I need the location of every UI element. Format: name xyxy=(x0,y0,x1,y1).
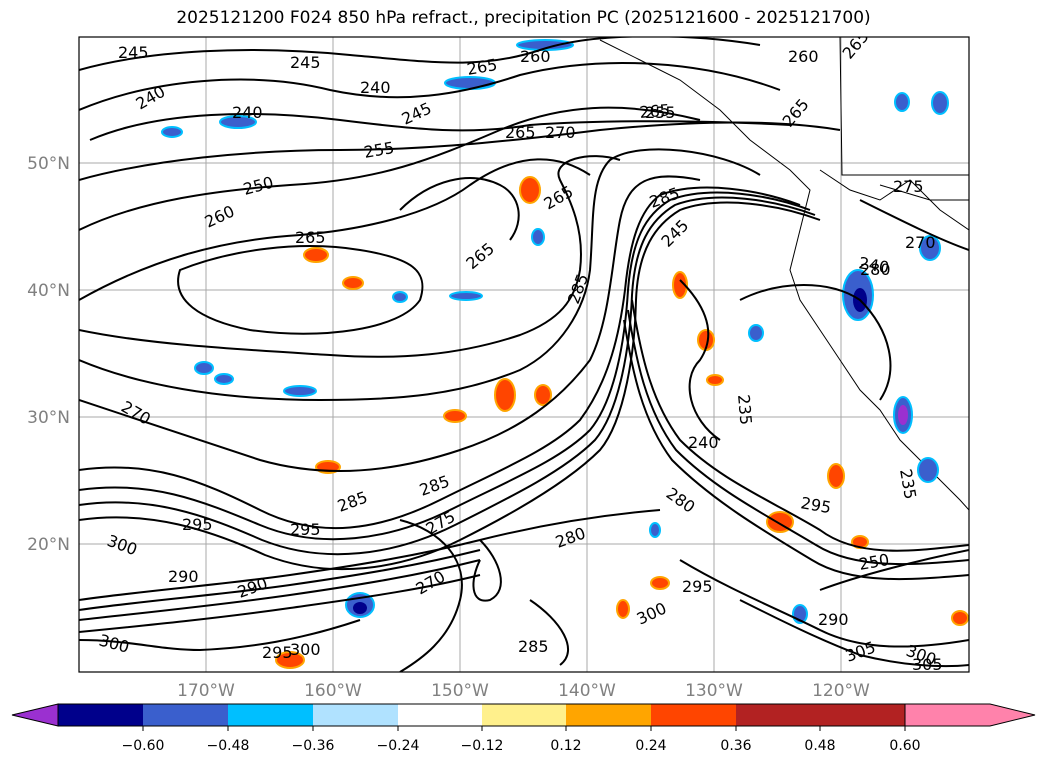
colorbar-segment xyxy=(313,704,398,726)
precip-patches xyxy=(161,39,969,669)
latitude-axis: 50°N 40°N 30°N 20°N xyxy=(27,154,70,555)
colorbar-tick: −0.48 xyxy=(207,738,250,754)
colorbar-tick: −0.12 xyxy=(461,738,504,754)
contour-label: 245 xyxy=(290,53,321,72)
contour-label: 270 xyxy=(545,123,576,142)
map-title: 2025121200 F024 850 hPa refract., precip… xyxy=(176,8,871,28)
lat-label: 50°N xyxy=(27,154,70,174)
contour-label: 240 xyxy=(360,78,391,97)
lat-label: 30°N xyxy=(27,408,70,428)
colorbar-segment xyxy=(736,704,820,726)
contour-label: 295 xyxy=(682,577,713,596)
lat-label: 40°N xyxy=(27,281,70,301)
colorbar-segment xyxy=(58,704,143,726)
contour-label: 290 xyxy=(168,567,199,586)
contour-label: 275 xyxy=(893,177,924,196)
colorbar-tick: −0.60 xyxy=(122,738,165,754)
colorbar-tick: −0.36 xyxy=(292,738,335,754)
colorbar-extend-low xyxy=(11,703,59,727)
colorbar-segment xyxy=(143,704,228,726)
colorbar-tick: 0.60 xyxy=(889,738,920,754)
colorbar-segment xyxy=(651,704,736,726)
contour-label: 265 xyxy=(505,123,536,142)
lon-label: 120°W xyxy=(812,681,870,701)
lat-label: 20°N xyxy=(27,535,70,555)
colorbar-segment xyxy=(228,704,313,726)
contour-label: 235 xyxy=(734,394,756,426)
plot-area xyxy=(79,37,969,672)
colorbar-tick: 0.36 xyxy=(720,738,751,754)
lon-label: 170°W xyxy=(177,681,235,701)
contour-label: 255 xyxy=(645,103,676,122)
colorbar-tick: 0.24 xyxy=(635,738,666,754)
plot-frame xyxy=(78,36,970,673)
contour-label: 270 xyxy=(905,233,936,252)
colorbar-tick: 0.48 xyxy=(804,738,835,754)
contour-label: 265 xyxy=(639,100,671,122)
contour-label: 280 xyxy=(860,260,891,279)
colorbar-segment xyxy=(566,704,651,726)
contour-label: 240 xyxy=(688,433,719,452)
contour-label: 290 xyxy=(818,610,849,629)
lon-label: 160°W xyxy=(304,681,362,701)
contour-label: 295 xyxy=(182,515,213,534)
contour-label: 245 xyxy=(118,43,149,62)
colorbar-segment xyxy=(482,704,566,726)
contour-label: 265 xyxy=(295,228,326,247)
refractivity-contours xyxy=(79,37,969,672)
colorbar-segment xyxy=(398,704,482,726)
contour-label: 260 xyxy=(788,47,819,66)
contour-label: 285 xyxy=(518,637,549,656)
lon-label: 140°W xyxy=(558,681,616,701)
contour-label: 260 xyxy=(520,47,551,66)
colorbar-extend-high-tip xyxy=(904,703,1036,727)
contour-label: 300 xyxy=(290,640,321,659)
longitude-axis: 170°W 160°W 150°W 140°W 130°W 120°W xyxy=(177,681,870,701)
contour-label: 295 xyxy=(262,643,293,662)
colorbar-tick: 0.12 xyxy=(550,738,581,754)
colorbar-tick: −0.24 xyxy=(377,738,420,754)
contour-label: 240 xyxy=(232,103,263,122)
contour-label: 305 xyxy=(912,655,943,674)
contour-label: 295 xyxy=(290,520,321,539)
colorbar: −0.60 −0.48 −0.36 −0.24 −0.12 0.12 0.24 … xyxy=(11,703,1036,754)
lon-label: 130°W xyxy=(685,681,743,701)
lon-label: 150°W xyxy=(431,681,489,701)
